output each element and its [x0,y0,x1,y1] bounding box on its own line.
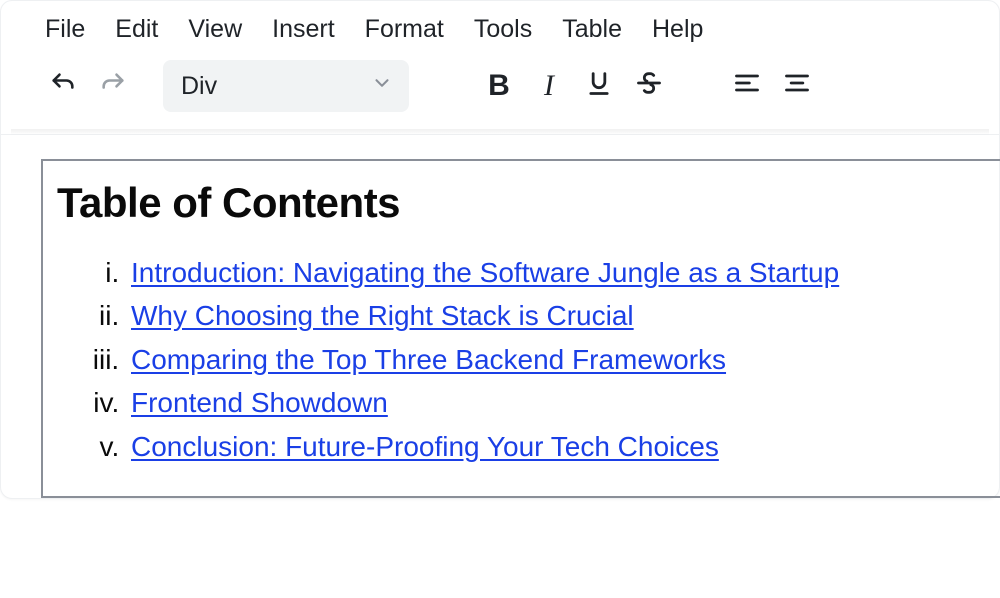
toc-link-1[interactable]: Introduction: Navigating the Software Ju… [131,257,839,288]
toolbar: Div B I [1,54,999,135]
redo-button[interactable] [91,64,135,108]
strikethrough-icon [635,69,663,104]
underline-button[interactable] [577,64,621,108]
toc-link-4[interactable]: Frontend Showdown [131,387,388,418]
editor-canvas[interactable]: Table of Contents Introduction: Navigati… [1,135,999,498]
block-format-select[interactable]: Div [163,60,409,112]
align-center-icon [783,69,811,104]
menu-edit[interactable]: Edit [115,15,158,44]
menu-format[interactable]: Format [365,15,444,44]
menu-help[interactable]: Help [652,15,703,44]
strikethrough-button[interactable] [627,64,671,108]
align-left-icon [733,69,761,104]
toc-link-5[interactable]: Conclusion: Future-Proofing Your Tech Ch… [131,431,719,462]
toc-list: Introduction: Navigating the Software Ju… [57,251,981,468]
redo-icon [99,70,127,103]
editor-window: File Edit View Insert Format Tools Table… [0,0,1000,499]
toc-container: Table of Contents Introduction: Navigati… [41,159,1000,498]
bold-icon: B [488,69,510,103]
toc-item: Frontend Showdown [127,381,981,424]
menu-table[interactable]: Table [562,15,622,44]
menu-view[interactable]: View [188,15,242,44]
bold-button[interactable]: B [477,64,521,108]
toc-link-3[interactable]: Comparing the Top Three Backend Framewor… [131,344,726,375]
toc-link-2[interactable]: Why Choosing the Right Stack is Crucial [131,300,634,331]
toc-item: Why Choosing the Right Stack is Crucial [127,294,981,337]
menu-insert[interactable]: Insert [272,15,335,44]
toc-item: Comparing the Top Three Backend Framewor… [127,338,981,381]
block-format-value: Div [181,72,217,101]
toc-item: Introduction: Navigating the Software Ju… [127,251,981,294]
align-left-button[interactable] [725,64,769,108]
menu-bar: File Edit View Insert Format Tools Table… [1,1,999,54]
menu-tools[interactable]: Tools [474,15,532,44]
italic-button[interactable]: I [527,64,571,108]
underline-icon [585,69,613,104]
chevron-down-icon [371,72,393,101]
toc-heading: Table of Contents [57,179,981,227]
italic-icon: I [544,69,554,103]
undo-icon [49,70,77,103]
undo-button[interactable] [41,64,85,108]
toc-item: Conclusion: Future-Proofing Your Tech Ch… [127,425,981,468]
align-center-button[interactable] [775,64,819,108]
menu-file[interactable]: File [45,15,85,44]
